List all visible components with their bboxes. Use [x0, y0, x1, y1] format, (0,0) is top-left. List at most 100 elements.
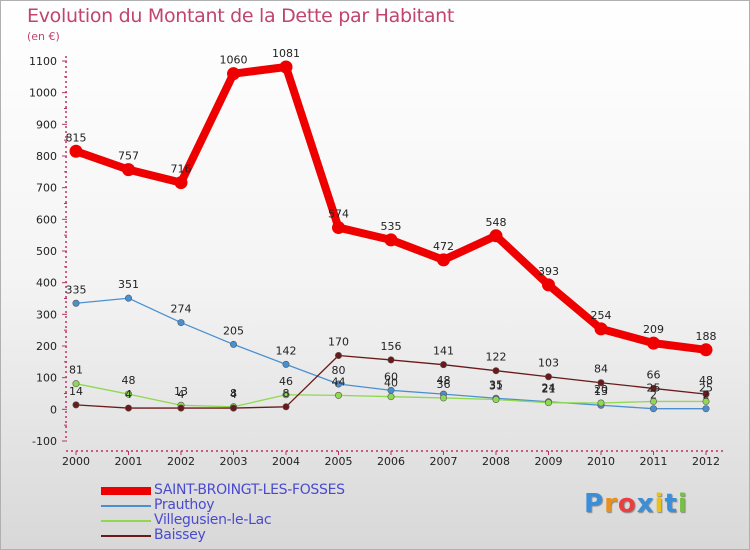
data-point-1: [334, 380, 342, 388]
x-tick-label: 2005: [325, 455, 353, 468]
data-label-0: 188: [696, 330, 717, 343]
legend-item: SAINT-BROINGT-LES-FOSSES: [101, 482, 401, 499]
data-label-1: 60: [384, 370, 398, 383]
data-point-3: [72, 401, 80, 409]
data-label-0: 815: [66, 131, 87, 144]
legend-swatch: [101, 520, 151, 522]
data-point-3: [387, 356, 395, 364]
data-point-2: [334, 391, 342, 399]
data-label-1: 2: [650, 389, 657, 402]
data-label-2: 46: [279, 375, 293, 388]
data-label-1: 351: [118, 278, 139, 291]
data-point-0: [542, 278, 555, 292]
data-label-3: 14: [69, 385, 83, 398]
data-point-3: [230, 404, 238, 412]
data-point-3: [702, 390, 710, 398]
legend: SAINT-BROINGT-LES-FOSSES Prauthoy Villegus…: [101, 482, 401, 544]
y-tick-label: 200: [36, 340, 57, 353]
data-point-0: [437, 253, 450, 267]
data-point-1: [177, 319, 185, 327]
data-label-3: 8: [283, 387, 290, 400]
data-label-2: 21: [542, 383, 556, 396]
data-label-1: 205: [223, 324, 244, 337]
data-label-3: 84: [594, 363, 608, 376]
chart-unit: (en €): [27, 30, 60, 43]
x-tick-label: 2007: [430, 455, 458, 468]
y-tick-label: 400: [36, 277, 57, 290]
data-point-0: [174, 176, 188, 190]
data-point-3: [334, 351, 342, 359]
data-label-0: 1081: [272, 47, 300, 60]
data-label-2: 13: [174, 385, 188, 398]
chart-title: Evolution du Montant de la Dette par Hab…: [27, 5, 455, 27]
data-label-2: 31: [489, 380, 503, 393]
data-point-0: [227, 67, 240, 81]
data-label-0: 1060: [220, 54, 248, 67]
data-label-1: 13: [594, 385, 608, 398]
data-point-3: [597, 379, 605, 387]
legend-swatch: [101, 535, 151, 537]
x-tick-label: 2004: [272, 455, 300, 468]
data-point-1: [649, 405, 657, 413]
data-label-1: 335: [66, 283, 87, 296]
data-point-1: [702, 405, 710, 413]
data-label-1: 142: [276, 344, 297, 357]
x-tick-label: 2009: [535, 455, 563, 468]
data-label-2: 36: [437, 378, 451, 391]
legend-label: Baissey: [154, 527, 206, 543]
data-point-2: [387, 393, 395, 401]
data-label-1: 274: [171, 303, 192, 316]
data-label-1: 24: [542, 382, 556, 395]
data-label-2: 44: [332, 375, 346, 388]
data-point-3: [439, 361, 447, 369]
data-point-3: [492, 367, 500, 375]
data-point-0: [69, 144, 83, 158]
data-label-0: 535: [381, 220, 402, 233]
data-point-2: [597, 399, 605, 407]
data-label-0: 393: [538, 265, 559, 278]
x-tick-label: 2006: [377, 455, 405, 468]
data-point-2: [72, 380, 80, 388]
y-tick-label: 600: [36, 213, 57, 226]
data-point-3: [125, 404, 133, 412]
data-point-3: [649, 384, 657, 392]
data-label-3: 48: [699, 374, 713, 387]
data-label-2: 25: [647, 381, 661, 394]
data-label-0: 574: [328, 208, 349, 221]
data-point-0: [384, 233, 398, 247]
y-tick-label: -100: [32, 435, 57, 448]
x-tick-label: 2002: [167, 455, 195, 468]
y-tick-label: 100: [36, 372, 57, 385]
data-label-3: 103: [538, 357, 559, 370]
y-tick-label: 900: [36, 118, 57, 131]
y-tick-label: 700: [36, 182, 57, 195]
data-point-3: [282, 403, 290, 411]
data-label-3: 170: [328, 336, 349, 349]
data-point-2: [702, 397, 710, 405]
x-tick-label: 2010: [587, 455, 615, 468]
data-point-0: [594, 322, 608, 336]
data-point-2: [282, 391, 290, 399]
data-label-3: 4: [230, 388, 237, 401]
data-point-2: [492, 396, 500, 404]
data-label-2: 25: [699, 381, 713, 394]
data-label-0: 757: [118, 150, 139, 163]
data-label-2: 8: [230, 387, 237, 400]
data-label-3: 66: [647, 368, 661, 381]
data-label-0: 716: [171, 163, 192, 176]
data-label-2: 20: [594, 383, 608, 396]
data-label-3: 4: [125, 388, 132, 401]
data-label-3: 122: [486, 351, 507, 364]
data-point-2: [125, 390, 133, 398]
x-tick-label: 2000: [62, 455, 90, 468]
data-point-1: [230, 340, 238, 348]
legend-label: Villegusien-le-Lac: [154, 512, 272, 528]
data-label-2: 81: [69, 364, 83, 377]
y-tick-label: 800: [36, 150, 57, 163]
data-point-0: [647, 336, 660, 350]
data-label-3: 141: [433, 345, 454, 358]
data-point-0: [122, 163, 135, 177]
x-tick-label: 2001: [115, 455, 143, 468]
